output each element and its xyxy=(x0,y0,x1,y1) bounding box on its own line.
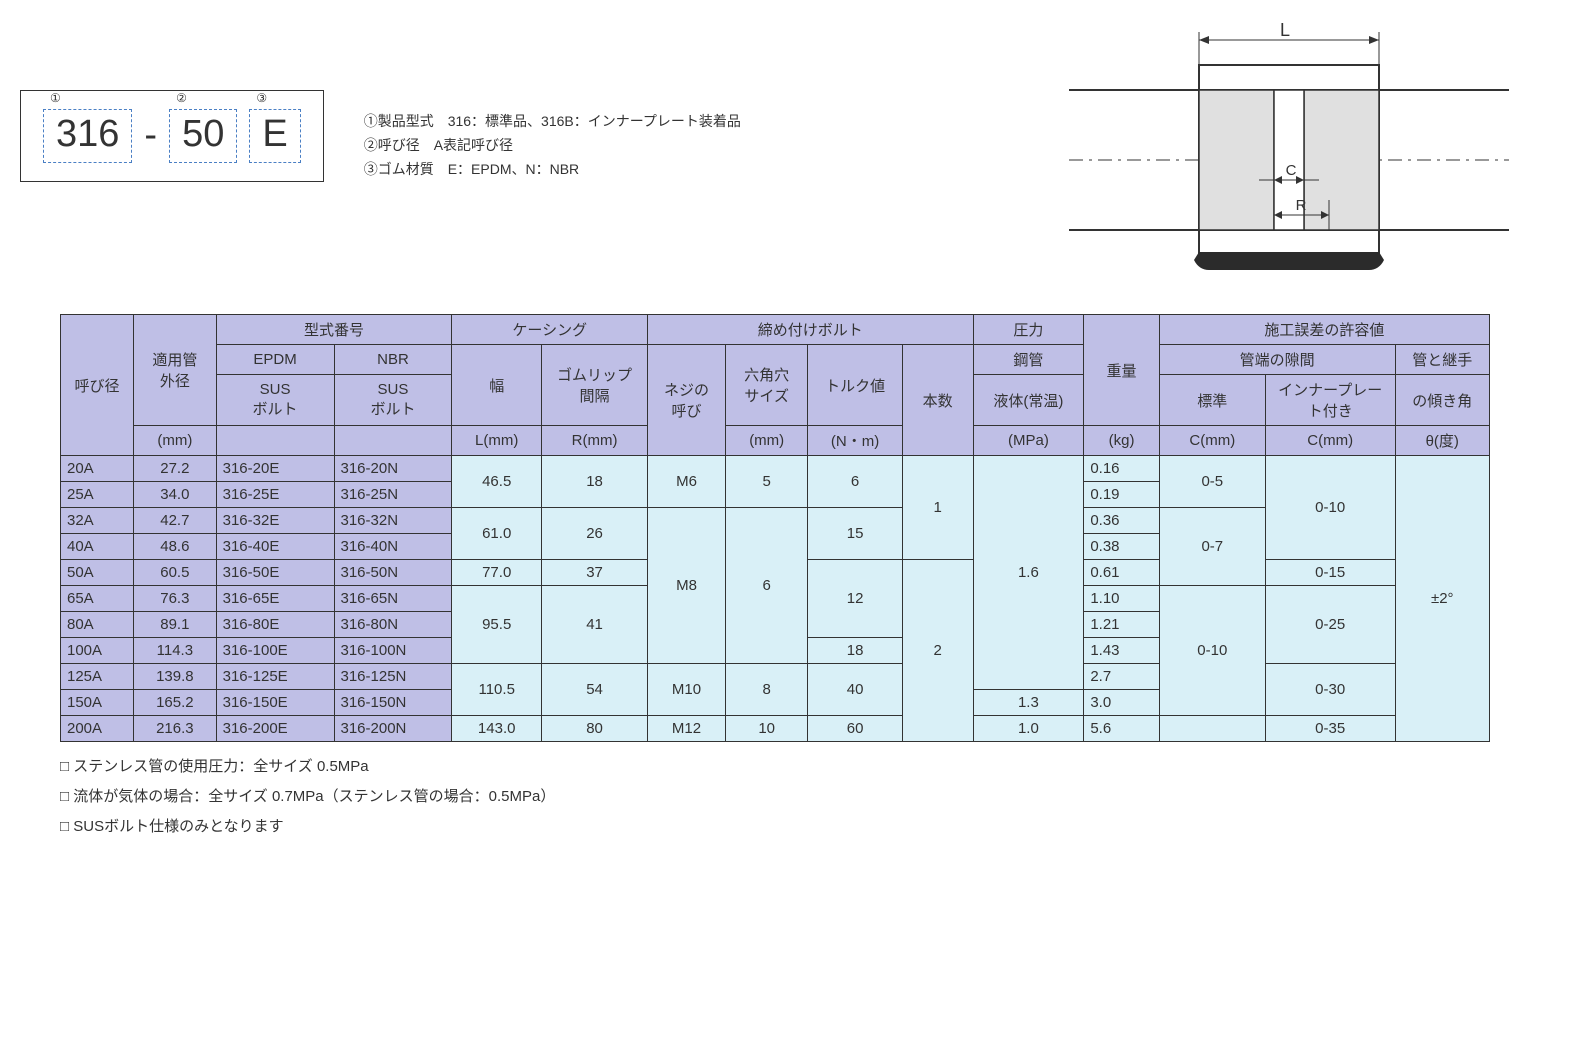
h-qty: 本数 xyxy=(902,345,973,456)
legend-line-1: ①製品型式 316：標準品、316B：インナープレート装着品 xyxy=(364,110,741,134)
h-casing: ケーシング xyxy=(452,315,648,345)
code-text-3: E xyxy=(262,113,287,155)
code-text-1: 316 xyxy=(56,113,119,155)
h-nominal: 呼び径 xyxy=(61,315,134,456)
h-blank-n xyxy=(334,426,452,456)
legend-line-2: ②呼び径 A表記呼び径 xyxy=(364,134,741,158)
code-dash: - xyxy=(144,114,157,157)
note-2: □ 流体が気体の場合：全サイズ 0.7MPa（ステンレス管の場合：0.5MPa） xyxy=(60,782,1549,812)
h-angle-head: 管と継手 xyxy=(1395,345,1489,375)
code-sup-3: ③ xyxy=(254,92,269,105)
h-mpa: (MPa) xyxy=(973,426,1084,456)
h-sus-e: SUSボルト xyxy=(216,375,334,426)
h-nbr: NBR xyxy=(334,345,452,375)
h-Cmm1: C(mm) xyxy=(1159,426,1265,456)
dim-C-label: C xyxy=(1286,162,1297,179)
h-blank-e xyxy=(216,426,334,456)
table-header: 呼び径 適用管外径 型式番号 ケーシング 締め付けボルト 圧力 重量 施工誤差の… xyxy=(61,315,1490,456)
h-theta: θ(度) xyxy=(1395,426,1489,456)
h-width: 幅 xyxy=(452,345,542,426)
h-pipe-od: 適用管外径 xyxy=(134,315,217,426)
h-hex-mm: (mm) xyxy=(725,426,808,456)
table-row: 20A 27.2 316-20E 316-20N 46.5 18 M6 5 6 … xyxy=(61,456,1490,482)
code-text-2: 50 xyxy=(182,113,224,155)
h-Rmm: R(mm) xyxy=(542,426,648,456)
h-kg: (kg) xyxy=(1084,426,1159,456)
code-cell-2: ② 50 xyxy=(169,109,237,163)
footnotes: □ ステンレス管の使用圧力：全サイズ 0.5MPa □ 流体が気体の場合：全サイ… xyxy=(60,752,1549,842)
h-torque: トルク値 xyxy=(808,345,902,426)
h-liquid: 液体(常温) xyxy=(973,375,1084,426)
table-row: 200A 216.3 316-200E 316-200N 143.0 80 M1… xyxy=(61,716,1490,742)
cross-section-diagram: L C R xyxy=(1069,20,1509,284)
code-sup-1: ① xyxy=(48,92,63,105)
note-3: □ SUSボルト仕様のみとなります xyxy=(60,812,1549,842)
h-lipgap: ゴムリップ間隔 xyxy=(542,345,648,426)
h-epdm: EPDM xyxy=(216,345,334,375)
dim-L-label: L xyxy=(1280,20,1290,40)
spec-table: 呼び径 適用管外径 型式番号 ケーシング 締め付けボルト 圧力 重量 施工誤差の… xyxy=(60,314,1490,742)
h-Cmm2: C(mm) xyxy=(1265,426,1395,456)
table-body: 20A 27.2 316-20E 316-20N 46.5 18 M6 5 6 … xyxy=(61,456,1490,742)
h-model-no: 型式番号 xyxy=(216,315,452,345)
code-cell-3: ③ E xyxy=(249,109,300,163)
h-steel: 鋼管 xyxy=(973,345,1084,375)
note-1: □ ステンレス管の使用圧力：全サイズ 0.5MPa xyxy=(60,752,1549,782)
code-sup-2: ② xyxy=(174,92,189,105)
h-gap: 管端の隙間 xyxy=(1159,345,1395,375)
h-tolerance: 施工誤差の許容値 xyxy=(1159,315,1489,345)
h-sus-n: SUSボルト xyxy=(334,375,452,426)
table-row: 125A 139.8 316-125E 316-125N 110.5 54 M1… xyxy=(61,664,1490,690)
h-inner: インナープレート付き xyxy=(1265,375,1395,426)
model-code-box: ① 316 - ② 50 ③ E xyxy=(20,90,324,182)
h-hex: 六角穴サイズ xyxy=(725,345,808,426)
code-cell-1: ① 316 xyxy=(43,109,132,163)
h-weight: 重量 xyxy=(1084,315,1159,426)
h-std: 標準 xyxy=(1159,375,1265,426)
dim-R-label: R xyxy=(1296,197,1307,214)
legend-line-3: ③ゴム材質 E：EPDM、N：NBR xyxy=(364,158,741,182)
code-legend: ①製品型式 316：標準品、316B：インナープレート装着品 ②呼び径 A表記呼… xyxy=(364,110,741,181)
h-bolts: 締め付けボルト xyxy=(648,315,973,345)
h-mm-od: (mm) xyxy=(134,426,217,456)
top-region: ① 316 - ② 50 ③ E ①製品型式 316：標準品、316B：インナー… xyxy=(20,20,1549,284)
h-thread: ネジの呼び xyxy=(648,345,726,456)
h-angle-sub: の傾き角 xyxy=(1395,375,1489,426)
h-Lmm: L(mm) xyxy=(452,426,542,456)
h-pressure: 圧力 xyxy=(973,315,1084,345)
h-torque-nm: (N・m) xyxy=(808,426,902,456)
